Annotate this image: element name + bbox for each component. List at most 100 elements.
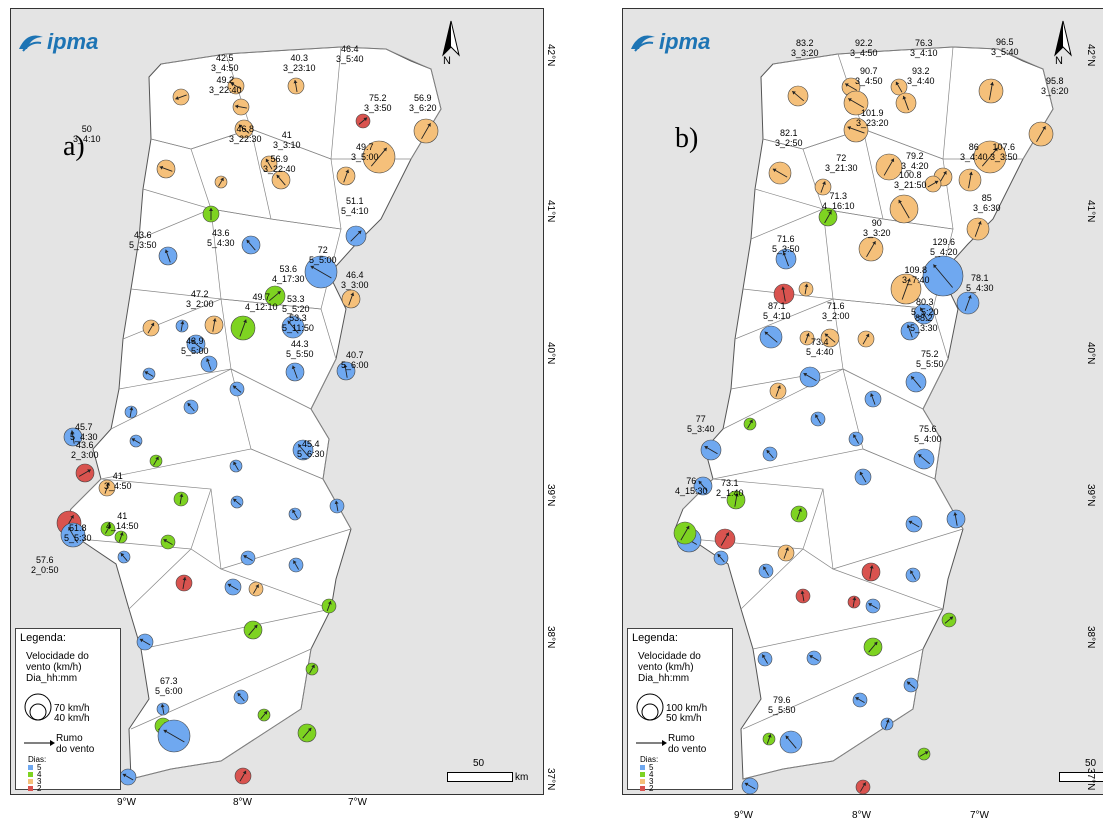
- station-day-time: 3_5:00: [351, 152, 379, 162]
- station-speed: 73.4: [811, 337, 829, 347]
- station-day-time: 3_3:50: [990, 152, 1018, 162]
- station-speed: 75.6: [919, 424, 937, 434]
- wind-station-marker: [913, 448, 935, 470]
- station-day-time: 3_22:40: [263, 164, 296, 174]
- wind-station-marker: [175, 574, 193, 592]
- station-speed: 71.6: [827, 301, 845, 311]
- station-day-time: 3_3:00: [341, 280, 369, 290]
- station-speed: 50: [81, 124, 92, 134]
- legend: Legenda: Velocidade do vento (km/h) Dia_…: [627, 628, 733, 793]
- wind-station-marker: [890, 273, 922, 305]
- wind-station-marker: [790, 505, 808, 523]
- station-speed: 93.2: [912, 66, 930, 76]
- wind-arrow-head: [237, 692, 242, 697]
- wind-station-marker: [779, 730, 803, 754]
- station-annotation: 75.2 5_5:50: [916, 349, 944, 369]
- wind-station-marker: [714, 528, 736, 550]
- station-annotation: 75.6 5_4:00: [914, 424, 942, 444]
- wind-arrow-head: [265, 158, 270, 163]
- portugal-map-b: [673, 46, 1054, 794]
- station-day-time: 3_7:40: [902, 275, 930, 285]
- ipma-logo-icon: [19, 35, 43, 52]
- station-annotation: 41 3_3:10: [273, 130, 301, 150]
- district-boundary: [822, 448, 964, 570]
- wind-station-marker: [124, 405, 138, 419]
- wind-station-marker: [183, 399, 199, 415]
- wind-station-marker: [288, 507, 302, 521]
- station-day-time: 2_0:50: [31, 565, 59, 575]
- station-day-time: 3_4:10: [910, 48, 938, 58]
- lat-label: 41°N: [545, 200, 556, 223]
- lon-label: 9°W: [734, 810, 753, 821]
- legend-circle-small: 50 km/h: [666, 713, 702, 724]
- wind-station-marker: [818, 207, 838, 227]
- station-speed: 44.3: [291, 339, 309, 349]
- wind-station-marker: [321, 598, 337, 614]
- lon-label: 8°W: [852, 810, 871, 821]
- wind-arrow-head: [106, 482, 110, 486]
- station-annotation: 83.2 3_3:20: [791, 38, 819, 58]
- station-annotation: 49.2 3_22:40: [209, 75, 242, 95]
- station-annotation: 72 5_5:00: [309, 245, 337, 265]
- wind-arrow-head: [343, 364, 348, 368]
- wind-station-marker: [63, 427, 83, 447]
- legend-direction-label: Rumo do vento: [668, 733, 706, 755]
- station-day-time: 5_4:20: [930, 247, 958, 257]
- wind-station-marker: [958, 168, 982, 192]
- wind-station-marker: [158, 246, 178, 266]
- wind-station-marker: [281, 315, 305, 339]
- wind-station-marker: [905, 567, 921, 583]
- station-day-time: 3_2:00: [822, 311, 850, 321]
- wind-direction-arrow: [370, 147, 388, 167]
- wind-station-marker: [98, 479, 116, 497]
- wind-arrow-head: [310, 265, 315, 270]
- wind-arrow-head: [824, 333, 829, 338]
- district-boundary: [742, 648, 924, 780]
- wind-arrow-head: [990, 82, 995, 86]
- station-day-time: 3_4:50: [850, 48, 878, 58]
- station-annotation: 53.3 5_5:20: [282, 294, 310, 314]
- station-annotation: 46.8 3_22:30: [229, 124, 262, 144]
- wind-arrow-head: [953, 512, 958, 516]
- wind-arrow-head: [243, 555, 248, 559]
- wind-arrow-head: [734, 493, 739, 497]
- wind-arrow-head: [809, 655, 814, 659]
- wind-station-marker: [946, 509, 966, 529]
- station-speed: 72: [836, 153, 847, 163]
- lon-label: 9°W: [117, 797, 136, 808]
- wind-arrow-head: [868, 603, 873, 607]
- wind-station-marker: [700, 439, 722, 461]
- station-day-time: 4_15:30: [675, 486, 708, 496]
- wind-station-marker: [913, 303, 935, 325]
- wind-station-marker: [787, 85, 809, 107]
- station-annotation: 78.1 5_4:30: [966, 273, 994, 293]
- station-speed: 43.6: [76, 440, 94, 450]
- legend-circles-icon: [636, 693, 664, 721]
- station-speed: 87.1: [768, 301, 786, 311]
- station-day-time: 3_21:30: [825, 163, 858, 173]
- wind-station-marker: [355, 113, 371, 129]
- wind-direction-arrow: [883, 158, 895, 176]
- wind-station-marker: [854, 468, 872, 486]
- wind-station-marker: [973, 140, 1007, 174]
- legend-circle-large: 70 km/h: [54, 703, 90, 714]
- wind-arrow-head: [187, 402, 192, 407]
- legend-day-5: 5: [640, 763, 653, 772]
- wind-arrow-head: [363, 117, 368, 122]
- lon-label: 7°W: [970, 810, 989, 821]
- wind-arrow-head: [212, 318, 217, 322]
- wind-station-marker: [880, 717, 894, 731]
- station-day-time: 3_6:20: [1041, 86, 1069, 96]
- wind-station-marker: [861, 562, 881, 582]
- wind-arrow-head: [427, 123, 431, 127]
- wind-station-marker: [924, 175, 942, 193]
- wind-station-marker: [172, 88, 190, 106]
- wind-arrow-head: [853, 434, 857, 439]
- wind-station-marker: [304, 255, 338, 289]
- station-annotation: 100.8 3_21:50: [894, 170, 927, 190]
- wind-arrow-head: [977, 221, 982, 225]
- wind-station-marker: [762, 732, 776, 746]
- legend-day-3: 3: [640, 777, 653, 786]
- station-speed: 85: [981, 193, 992, 203]
- ipma-logo-text: ipma: [659, 29, 711, 54]
